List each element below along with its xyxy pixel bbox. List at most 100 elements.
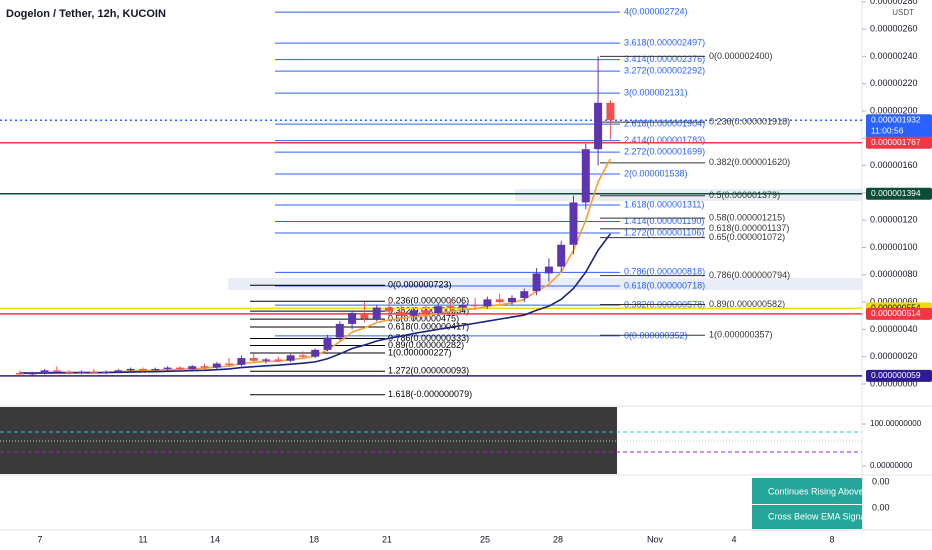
candle-body (102, 371, 111, 374)
candle-body (544, 266, 553, 274)
rsi-background (0, 407, 617, 474)
candle-body (360, 312, 369, 319)
y-tick-label: 0.00000120 (870, 215, 918, 225)
candle-body (52, 370, 61, 372)
date-label: Nov (647, 534, 664, 544)
fib-label: 0.5(0.000001379) (709, 190, 780, 200)
candle-body (495, 299, 504, 303)
candle-body (508, 297, 516, 303)
y-tick-label: 0.00000240 (870, 51, 918, 61)
candle-body (175, 367, 184, 369)
date-label: 18 (309, 534, 319, 544)
candle-body (471, 304, 480, 307)
date-label: 4 (731, 534, 736, 544)
chart-title: Dogelon / Tether, 12h, KUCOIN (6, 8, 166, 20)
candle-body (16, 373, 24, 375)
fib-label: 0.618(0.000000417) (388, 321, 469, 331)
fib-label: 2(0.000001538) (624, 168, 688, 178)
y-tick-label: 0.00000040 (870, 324, 918, 334)
candle-body (114, 370, 123, 372)
price-badge (866, 369, 932, 382)
candle-body (569, 202, 578, 245)
candle-body (89, 371, 98, 374)
price-badge (866, 307, 932, 320)
signal-box (752, 478, 862, 504)
y-tick-label: 0.00000200 (870, 105, 918, 115)
candle-body (298, 355, 307, 357)
y-tick-label: 0.00000100 (870, 242, 918, 252)
fib-label: 0.89(0.000000282) (388, 340, 464, 350)
candle-body (594, 102, 603, 150)
price-badge-label: 0.000001767 (871, 137, 921, 147)
macd-tick-label: 0.00 (872, 476, 890, 486)
fib-label: 1(0.000000357) (709, 330, 773, 340)
candle-body (225, 363, 234, 365)
price-badge-label: 0.000000554 (871, 303, 921, 313)
fib-label: 3.272(0.000002292) (624, 65, 705, 75)
candle-body (348, 312, 357, 324)
fib-label: 1.272(0.000001106) (624, 227, 704, 237)
date-label: 21 (382, 534, 392, 544)
fib-label: 1.618(-0.000000079) (388, 389, 472, 399)
y-tick-label: 0.00000220 (870, 78, 918, 88)
signal-label: Continues Rising Above (768, 486, 864, 496)
candle-body (434, 306, 443, 313)
candle-body (532, 273, 541, 292)
fib-label: 0.236(0.000000606) (388, 296, 469, 306)
candle-body (286, 355, 295, 361)
fib-label: 0.89(0.000000582) (709, 299, 785, 309)
fib-label: 0.58(0.000001215) (709, 213, 785, 223)
price-badge-label: 0.000001932 (871, 115, 921, 125)
fib-label: 0.786(0.000000794) (709, 270, 790, 280)
candle-body (335, 323, 344, 338)
fib-label: 0.618(0.000001137) (709, 223, 789, 233)
candle-body (409, 310, 418, 316)
candle-body (139, 368, 147, 371)
candle-body (520, 291, 529, 298)
price-badge-label: 0.000000514 (871, 308, 921, 318)
fib-label: 0.236(0.000001918) (709, 117, 790, 127)
date-label: 14 (210, 534, 220, 544)
zone-box (228, 278, 862, 290)
candle-body (323, 337, 332, 350)
candle-body (397, 311, 406, 316)
fib-label: 4(0.000002724) (624, 7, 688, 17)
candle-body (163, 367, 172, 369)
candle-body (262, 359, 270, 361)
price-badge-label: 0.000001394 (871, 188, 921, 198)
fib-label: 0.618(0.000000718) (624, 280, 705, 290)
fib-label: 2.618(0.000001904) (624, 118, 705, 128)
candle-body (28, 373, 37, 375)
fib-label: 0.65(0.000001072) (709, 232, 785, 242)
candle-body (77, 371, 86, 374)
fib-label: 1.414(0.000001190) (624, 216, 704, 226)
zone-box (515, 189, 862, 201)
fib-label: 1.272(0.000000093) (388, 366, 469, 376)
candle-body (249, 358, 258, 361)
signal-label: Cross Below EMA Signal L (768, 511, 875, 521)
candle-body (458, 304, 467, 308)
date-label: 8 (829, 534, 834, 544)
price-badge (866, 114, 932, 139)
y-tick-label: 0.00000000 (870, 378, 918, 388)
candle-body (188, 366, 197, 369)
date-label: 28 (553, 534, 563, 544)
date-label: 11 (138, 534, 147, 544)
price-badge (866, 187, 932, 200)
signal-box (752, 505, 862, 529)
fib-label: 0.786(0.000000333) (388, 333, 469, 343)
fib-label: 1(0.000000227) (388, 347, 452, 357)
fib-label: 1.618(0.000001311) (624, 199, 704, 209)
candle-body (151, 368, 160, 371)
candle-body (237, 358, 246, 365)
y-tick-label: 0.00000260 (870, 23, 918, 33)
y-tick-label: 0.00000160 (870, 160, 918, 170)
fib-label: 0.5(0.000000475) (388, 314, 459, 324)
date-label: 25 (480, 534, 490, 544)
fib-label: 0(0.000000723) (388, 280, 452, 290)
rsi-tick-label: 100.00000000 (870, 419, 922, 428)
y-tick-label: 0.00000280 (870, 0, 918, 6)
candle-body (606, 102, 615, 121)
date-label: 7 (37, 534, 42, 544)
candle-body (40, 370, 49, 374)
